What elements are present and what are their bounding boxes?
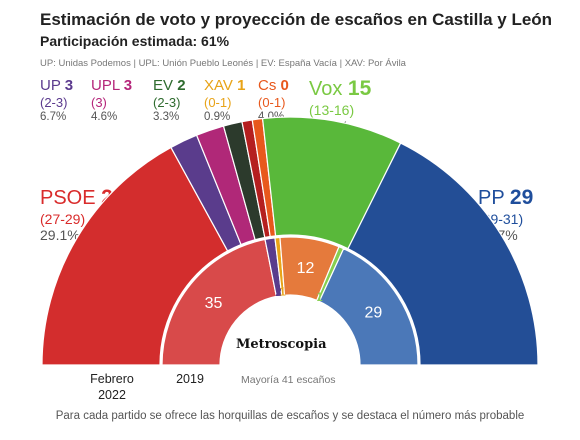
segment-psoe: [41, 146, 229, 366]
inner-ring-label: 2019: [176, 372, 204, 386]
party-seats: 3: [64, 77, 74, 94]
party-name: UPL: [91, 77, 120, 94]
segment-label-up: 2: [275, 285, 282, 299]
party-name: EV: [153, 77, 174, 94]
party-percent: 29.1%: [40, 227, 80, 243]
party-range: (3): [91, 95, 107, 110]
party-seats: 3: [123, 77, 133, 94]
party-seats: 2: [177, 77, 186, 94]
party-name: XAV: [204, 77, 233, 94]
party-percent: 4.6%: [91, 111, 118, 123]
party-name: PP: [478, 187, 505, 209]
party-range: (13-16): [309, 102, 355, 118]
segment-label-psoe: 35: [205, 295, 223, 312]
outer-ring-label: Febrero 2022: [90, 372, 134, 402]
party-percent: 4.0%: [258, 111, 285, 123]
outer-ring-2022: [41, 116, 539, 366]
party-block-xav: XAV 1 (0-1) 0.9%: [204, 78, 245, 124]
party-name: Cs: [258, 77, 277, 94]
segment-pp: [347, 142, 539, 366]
party-range: (27-29): [40, 211, 86, 227]
party-name: UP: [40, 77, 61, 94]
segment-pp: [318, 247, 419, 366]
party-range: (0-1): [258, 95, 286, 110]
majority-note: Mayoría 41 escaños: [241, 374, 336, 386]
party-block-cs: Cs 0 (0-1) 4.0%: [258, 78, 289, 124]
party-seats: 1: [237, 77, 246, 94]
brand-logo: Metroscopia: [236, 337, 327, 352]
party-percent: 3.3%: [153, 111, 180, 123]
party-block-upl: UPL 3 (3) 4.6%: [91, 78, 132, 124]
abbreviations-legend: UP: Unidas Podemos | UPL: Unión Pueblo L…: [40, 58, 406, 69]
party-name: Vox: [309, 78, 343, 100]
party-percent: 6.7%: [40, 111, 67, 123]
party-range: (2-3): [40, 95, 68, 110]
party-seats: 0: [280, 77, 289, 94]
inner-ring-2019: [161, 236, 419, 366]
party-name: PSOE: [40, 187, 96, 209]
chart-subtitle: Participación estimada: 61%: [40, 33, 230, 49]
chart-title: Estimación de voto y proyección de escañ…: [40, 10, 553, 29]
party-block-ev: EV 2 (2-3) 3.3%: [153, 78, 186, 124]
party-seats: 29: [509, 186, 534, 209]
party-range: (2-3): [153, 95, 181, 110]
segment-label-pp: 29: [364, 305, 382, 322]
party-seats: 15: [347, 77, 372, 100]
segment-label-vox: 1: [316, 290, 323, 304]
footnote: Para cada partido se ofrece las horquill…: [55, 410, 525, 422]
segment-psoe: [161, 238, 278, 366]
party-range: (0-1): [204, 95, 232, 110]
segment-label-xav: 1: [279, 284, 286, 298]
segment-label-cs: 12: [297, 260, 315, 277]
party-block-up: UP 3 (2-3) 6.7%: [40, 78, 73, 124]
party-percent: 0.9%: [204, 111, 231, 123]
